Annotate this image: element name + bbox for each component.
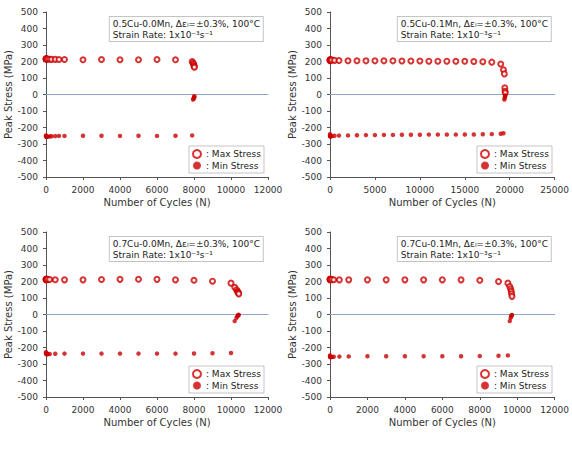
svg-text:-500: -500 [302, 392, 323, 402]
svg-text:: Min Stress: : Min Stress [206, 381, 259, 391]
svg-text:-400: -400 [302, 376, 323, 386]
svg-text:-400: -400 [18, 156, 39, 166]
svg-text:Peak Stress (MPa): Peak Stress (MPa) [287, 50, 298, 139]
svg-text:200: 200 [21, 57, 38, 67]
svg-text:Peak Stress (MPa): Peak Stress (MPa) [287, 270, 298, 359]
svg-text:Strain Rate: 1x10⁻³s⁻¹: Strain Rate: 1x10⁻³s⁻¹ [113, 30, 213, 40]
svg-text:2000: 2000 [356, 405, 379, 415]
svg-text:: Min Stress: : Min Stress [206, 161, 259, 171]
svg-text:8000: 8000 [183, 185, 206, 195]
svg-text:: Max Stress: : Max Stress [494, 149, 549, 159]
svg-text:0.7Cu-0.1Mn, Δεₗ=±0.3%, 100°C: 0.7Cu-0.1Mn, Δεₗ=±0.3%, 100°C [401, 239, 548, 249]
svg-text:100: 100 [21, 73, 38, 83]
svg-text:-500: -500 [18, 392, 39, 402]
svg-text:-500: -500 [18, 172, 39, 182]
svg-text:500: 500 [21, 227, 38, 237]
svg-text:-100: -100 [302, 106, 323, 116]
svg-text:2000: 2000 [72, 405, 95, 415]
svg-text:10000: 10000 [406, 185, 435, 195]
svg-text:-300: -300 [302, 359, 323, 369]
svg-text:0: 0 [327, 405, 333, 415]
svg-text:Peak Stress (MPa): Peak Stress (MPa) [3, 270, 14, 359]
svg-text:-500: -500 [302, 172, 323, 182]
svg-text:: Max Stress: : Max Stress [206, 369, 261, 379]
svg-text:200: 200 [305, 57, 322, 67]
svg-text:300: 300 [305, 40, 322, 50]
svg-text:0: 0 [32, 90, 38, 100]
svg-text:-100: -100 [302, 326, 323, 336]
svg-text:Strain Rate: 1x10⁻³s⁻¹: Strain Rate: 1x10⁻³s⁻¹ [401, 30, 501, 40]
svg-text:12000: 12000 [254, 185, 283, 195]
svg-text:8000: 8000 [183, 405, 206, 415]
svg-text:500: 500 [21, 7, 38, 17]
svg-text:Number of Cycles (N): Number of Cycles (N) [389, 197, 496, 208]
svg-text:-100: -100 [18, 326, 39, 336]
svg-text:6000: 6000 [431, 405, 454, 415]
svg-text:15000: 15000 [450, 185, 479, 195]
svg-text:200: 200 [305, 277, 322, 287]
svg-text:6000: 6000 [146, 185, 169, 195]
svg-text:-300: -300 [18, 359, 39, 369]
svg-text:100: 100 [21, 293, 38, 303]
svg-text:100: 100 [305, 293, 322, 303]
svg-text:10000: 10000 [217, 405, 246, 415]
svg-text:10000: 10000 [217, 185, 246, 195]
svg-text:0: 0 [316, 90, 322, 100]
svg-text:400: 400 [21, 244, 38, 254]
svg-text:300: 300 [21, 260, 38, 270]
svg-text:8000: 8000 [468, 405, 491, 415]
svg-text:-100: -100 [18, 106, 39, 116]
svg-text:Peak Stress (MPa): Peak Stress (MPa) [3, 50, 14, 139]
svg-text:0: 0 [316, 310, 322, 320]
svg-text:0: 0 [327, 185, 333, 195]
svg-text:4000: 4000 [393, 405, 416, 415]
svg-text:400: 400 [305, 244, 322, 254]
svg-text:: Min Stress: : Min Stress [494, 381, 547, 391]
svg-text:0.7Cu-0.0Mn, Δεₗ=±0.3%, 100°C: 0.7Cu-0.0Mn, Δεₗ=±0.3%, 100°C [113, 239, 260, 249]
svg-text:0.5Cu-0.0Mn, Δεₗ=±0.3%, 100°C: 0.5Cu-0.0Mn, Δεₗ=±0.3%, 100°C [113, 19, 260, 29]
svg-text:6000: 6000 [146, 405, 169, 415]
svg-text:0: 0 [43, 405, 49, 415]
svg-text:300: 300 [21, 40, 38, 50]
svg-text:10000: 10000 [503, 405, 532, 415]
svg-text:5000: 5000 [363, 185, 386, 195]
svg-text:200: 200 [21, 277, 38, 287]
svg-text:Number of Cycles (N): Number of Cycles (N) [103, 417, 210, 428]
svg-text:-300: -300 [302, 139, 323, 149]
svg-text:Strain Rate: 1x10⁻³s⁻¹: Strain Rate: 1x10⁻³s⁻¹ [401, 250, 501, 260]
svg-text:-300: -300 [18, 139, 39, 149]
svg-text:Number of Cycles (N): Number of Cycles (N) [103, 197, 210, 208]
svg-text:Number of Cycles (N): Number of Cycles (N) [389, 417, 496, 428]
svg-text:-400: -400 [18, 376, 39, 386]
svg-text:20000: 20000 [495, 185, 524, 195]
svg-text:4000: 4000 [109, 185, 132, 195]
svg-text:400: 400 [21, 24, 38, 34]
svg-text:: Max Stress: : Max Stress [494, 369, 549, 379]
svg-text:0.5Cu-0.1Mn, Δεₗ=±0.3%, 100°C: 0.5Cu-0.1Mn, Δεₗ=±0.3%, 100°C [401, 19, 548, 29]
svg-text:100: 100 [305, 73, 322, 83]
svg-text:-400: -400 [302, 156, 323, 166]
svg-text:-200: -200 [302, 343, 323, 353]
svg-text:: Min Stress: : Min Stress [494, 161, 547, 171]
svg-text:12000: 12000 [540, 405, 569, 415]
svg-text:: Max Stress: : Max Stress [206, 149, 261, 159]
svg-text:2000: 2000 [72, 185, 95, 195]
svg-text:0: 0 [43, 185, 49, 195]
svg-text:25000: 25000 [540, 185, 569, 195]
svg-text:500: 500 [305, 7, 322, 17]
svg-text:400: 400 [305, 24, 322, 34]
svg-text:4000: 4000 [109, 405, 132, 415]
svg-text:0: 0 [32, 310, 38, 320]
svg-text:-200: -200 [18, 343, 39, 353]
svg-text:Strain Rate: 1x10⁻³s⁻¹: Strain Rate: 1x10⁻³s⁻¹ [113, 250, 213, 260]
svg-text:12000: 12000 [254, 405, 283, 415]
svg-text:-200: -200 [302, 123, 323, 133]
svg-text:-200: -200 [18, 123, 39, 133]
svg-text:500: 500 [305, 227, 322, 237]
svg-text:300: 300 [305, 260, 322, 270]
